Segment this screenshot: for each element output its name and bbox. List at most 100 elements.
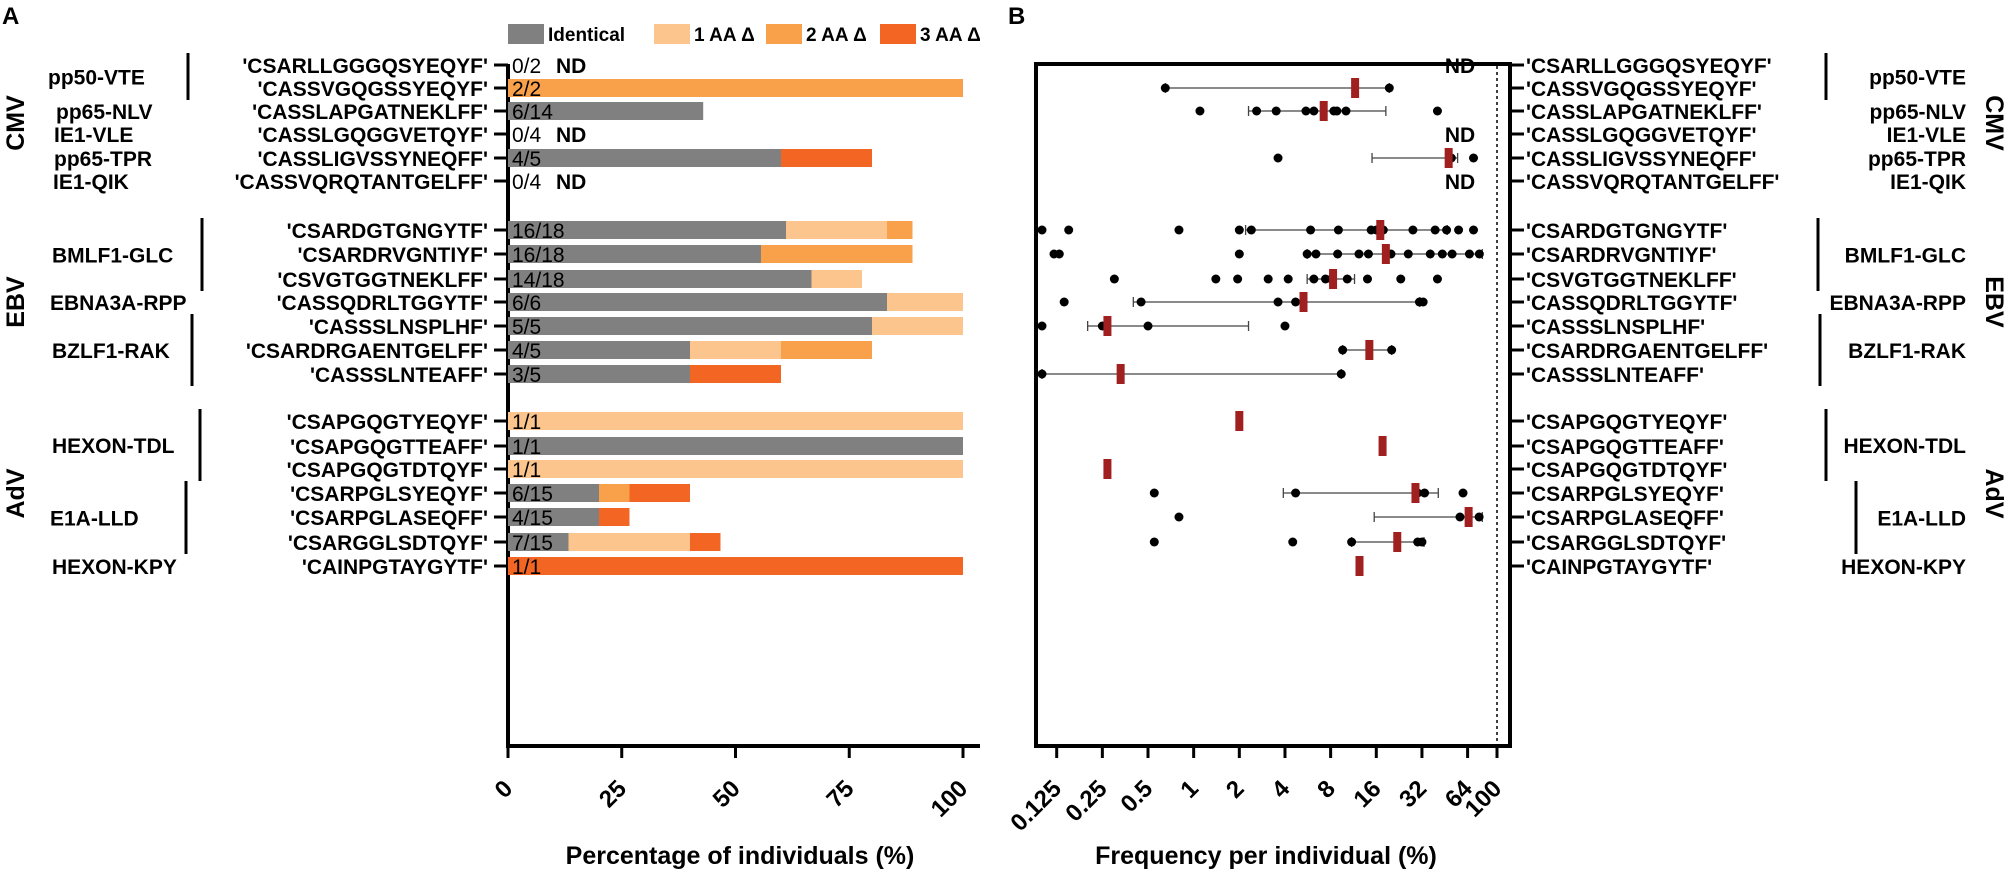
bar-count-label: 0/2 <box>512 55 541 78</box>
data-point <box>1064 225 1074 235</box>
data-point <box>1354 249 1364 259</box>
median-marker <box>1365 340 1374 360</box>
nd-label: ND <box>556 55 586 78</box>
sequence-label-right: 'CASSLGQGGVETQYF' <box>1526 124 1757 147</box>
data-point <box>1474 249 1484 259</box>
nd-label: ND <box>1445 124 1475 147</box>
bar-count-label: 16/18 <box>512 220 565 243</box>
sequence-label-right: 'CASSSLNTEAFF' <box>1526 364 1704 387</box>
data-point <box>1384 83 1394 93</box>
data-point <box>1469 225 1479 235</box>
bar-segment <box>508 245 761 263</box>
median-marker <box>1351 78 1360 98</box>
bar-count-label: 6/15 <box>512 483 553 506</box>
panel-a-axes <box>506 64 980 748</box>
bar-segment <box>508 533 569 551</box>
bar-count-label: 3/5 <box>512 364 541 387</box>
data-point <box>1271 106 1281 116</box>
data-point <box>1054 249 1064 259</box>
data-point <box>1302 249 1312 259</box>
bar-segment <box>508 79 963 97</box>
panel-a-tick-label: 50 <box>708 775 746 813</box>
median-marker <box>1411 483 1420 503</box>
sequence-label-right: 'CSAPGQGTYEQYF' <box>1526 411 1727 434</box>
data-point <box>1403 249 1413 259</box>
sequence-label-right: 'CSARDRVGNTIYF' <box>1526 244 1716 267</box>
right-labels: 'CSARLLGGGQSYEQYF''CASSVGQGSSYEQYF''CASS… <box>1510 53 2008 579</box>
median-marker <box>1103 316 1112 336</box>
panel-a-bars: 0/2 ND2/26/140/4 ND4/50/4 ND16/1816/1814/18… <box>494 55 963 579</box>
sequence-label: 'CASSVGQGSSYEQYF' <box>257 78 488 101</box>
data-point <box>1273 153 1283 163</box>
sequence-label: 'CSAPGQGTDTQYF' <box>287 459 488 482</box>
epitope-label: EBNA3A-RPP <box>50 292 187 315</box>
sequence-label: 'CASSVQRQTANTGELFF' <box>235 171 488 194</box>
sequence-label: 'CSAPGQGTTEAFF' <box>290 436 488 459</box>
bar-segment <box>872 317 963 335</box>
bar-segment <box>508 270 812 288</box>
bar-segment <box>690 533 721 551</box>
data-point <box>1420 488 1430 498</box>
epitope-label: IE1-VLE <box>54 124 133 147</box>
data-point <box>1195 106 1205 116</box>
median-marker <box>1103 459 1112 479</box>
bar-segment <box>508 317 872 335</box>
median-marker <box>1393 532 1402 552</box>
data-point <box>1174 512 1184 522</box>
epitope-label-right: HEXON-TDL <box>1844 435 1967 458</box>
data-point <box>1280 321 1290 331</box>
data-point <box>1301 106 1311 116</box>
sequence-label: 'CSVGTGGTNEKLFF' <box>277 269 488 292</box>
bar-segment <box>508 412 963 430</box>
epitope-label-right: BMLF1-GLC <box>1845 245 1966 268</box>
bar-segment <box>786 221 888 239</box>
panel-b-tick-label: 16 <box>1349 775 1387 813</box>
panel-b-tick-label: 100 <box>1460 775 1507 822</box>
virus-group-label-right: AdV <box>1980 469 2008 519</box>
sequence-label-right: 'CSARDRGAENTGELFF' <box>1526 340 1768 363</box>
bar-count-label: 1/1 <box>512 459 541 482</box>
epitope-label-right: E1A-LLD <box>1877 508 1966 531</box>
bar-segment <box>508 508 599 526</box>
data-point <box>1143 321 1153 331</box>
sequence-label: 'CSARPGLSYEQYF' <box>290 483 488 506</box>
bar-segment <box>781 341 872 359</box>
panel-b-frame <box>1034 62 1512 748</box>
data-point <box>1474 512 1484 522</box>
bar-count-label: 6/14 <box>512 101 553 124</box>
sequence-label: 'CSARGGLSDTQYF' <box>288 532 488 555</box>
bar-count-label: 16/18 <box>512 244 565 267</box>
epitope-label-right: pp65-NLV <box>1870 101 1966 124</box>
median-marker <box>1235 411 1244 431</box>
data-point <box>1442 225 1452 235</box>
sequence-label-right: 'CASSVQRQTANTGELFF' <box>1526 171 1779 194</box>
nd-label: ND <box>1445 171 1475 194</box>
data-point <box>1059 297 1069 307</box>
data-point <box>1338 345 1348 355</box>
median-marker <box>1444 148 1453 168</box>
median-marker <box>1116 364 1125 384</box>
data-point <box>1454 225 1464 235</box>
data-point <box>1432 106 1442 116</box>
data-point <box>1311 249 1321 259</box>
sequence-label-right: 'CSAPGQGTDTQYF' <box>1526 459 1727 482</box>
panel-b-tick-label: 32 <box>1394 775 1432 813</box>
row-labels: 'CSARLLGGGQSYEQYF''CASSVGQGSSYEQYF''CASS… <box>2 53 488 579</box>
data-point <box>1447 249 1457 259</box>
sequence-label-right: 'CASSSLNSPLHF' <box>1526 316 1705 339</box>
sequence-label: 'CASSSLNSPLHF' <box>309 316 488 339</box>
bar-segment <box>508 557 963 575</box>
data-point <box>1234 225 1244 235</box>
bar-count-label: 1/1 <box>512 411 541 434</box>
sequence-label-right: 'CSARPGLSYEQYF' <box>1526 483 1724 506</box>
data-point <box>1160 83 1170 93</box>
median-marker <box>1378 436 1387 456</box>
data-point <box>1309 106 1319 116</box>
bar-count-label: 4/5 <box>512 148 541 171</box>
sequence-label-right: 'CSVGTGGTNEKLFF' <box>1526 269 1737 292</box>
data-point <box>1458 488 1468 498</box>
panel-b-tick-label: 0.5 <box>1116 775 1159 818</box>
legend-label-3aa: 3 AA Δ <box>920 25 981 46</box>
data-point <box>1430 225 1440 235</box>
bar-count-label: 4/5 <box>512 340 541 363</box>
